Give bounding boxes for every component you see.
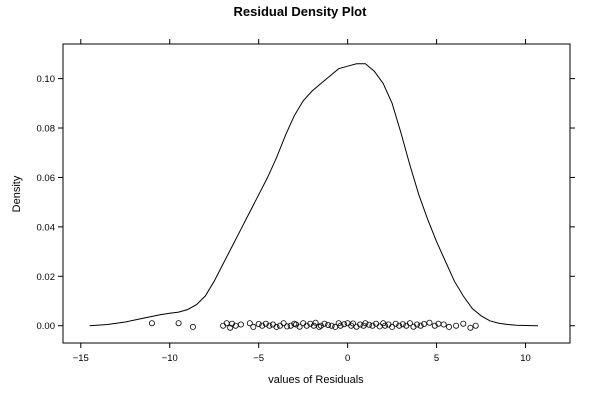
residual-point bbox=[362, 320, 369, 327]
residual-point bbox=[376, 323, 383, 330]
residual-point bbox=[228, 320, 235, 327]
residual-point bbox=[325, 321, 332, 328]
residual-point bbox=[300, 320, 307, 327]
residual-point bbox=[259, 322, 266, 329]
residual-point bbox=[276, 322, 283, 329]
residual-points bbox=[148, 319, 479, 331]
residual-point bbox=[392, 320, 399, 327]
residual-point bbox=[250, 323, 257, 330]
residual-point bbox=[321, 320, 328, 327]
residual-point bbox=[175, 320, 182, 327]
residual-point bbox=[399, 321, 406, 328]
y-tick-label: 0.00 bbox=[37, 321, 56, 332]
residual-point bbox=[381, 322, 388, 329]
y-axis: 0.00 0.02 0.04 0.06 0.08 0.10 bbox=[37, 74, 575, 332]
residual-point bbox=[365, 321, 372, 328]
y-axis-label: Density bbox=[11, 175, 23, 212]
y-tick-label: 0.08 bbox=[37, 124, 56, 135]
residual-point bbox=[460, 320, 467, 327]
residual-point bbox=[344, 320, 351, 327]
x-tick-label: 10 bbox=[520, 353, 531, 364]
residual-point bbox=[189, 323, 196, 330]
x-tick-label: −10 bbox=[162, 353, 178, 364]
residual-point bbox=[417, 322, 424, 329]
residual-point bbox=[421, 320, 428, 327]
residual-point bbox=[406, 320, 413, 327]
residual-point bbox=[337, 322, 344, 329]
y-tick-label: 0.10 bbox=[37, 74, 56, 85]
density-curve bbox=[89, 63, 539, 327]
residual-point bbox=[389, 323, 396, 330]
x-axis-label: values of Residuals bbox=[268, 374, 364, 386]
residual-point bbox=[317, 322, 324, 329]
residual-point bbox=[220, 322, 227, 329]
residual-point bbox=[431, 322, 438, 329]
residual-point bbox=[246, 320, 253, 327]
residual-point bbox=[312, 319, 319, 326]
residual-point bbox=[273, 323, 280, 330]
residual-point bbox=[280, 320, 287, 327]
residual-point bbox=[316, 323, 323, 330]
residual-point bbox=[303, 322, 310, 329]
residual-point bbox=[328, 322, 335, 329]
residual-point bbox=[148, 320, 155, 327]
x-tick-label: −15 bbox=[73, 353, 89, 364]
plot-frame bbox=[62, 43, 571, 344]
x-tick-label: 0 bbox=[345, 353, 350, 364]
chart-title: Residual Density Plot bbox=[234, 4, 368, 19]
residual-point bbox=[262, 320, 269, 327]
y-tick-label: 0.02 bbox=[37, 272, 56, 283]
residual-point bbox=[440, 321, 447, 328]
x-tick-label: 5 bbox=[434, 353, 439, 364]
residual-point bbox=[467, 324, 474, 331]
residual-point bbox=[284, 323, 291, 330]
residual-point bbox=[255, 320, 262, 327]
residual-point bbox=[369, 322, 376, 329]
residual-point bbox=[426, 319, 433, 326]
x-axis: −15 −10 −5 0 5 10 bbox=[73, 39, 531, 364]
residual-point bbox=[413, 321, 420, 328]
residual-point bbox=[453, 322, 460, 329]
residual-point bbox=[472, 322, 479, 329]
residual-point bbox=[223, 320, 230, 327]
x-tick-label: −5 bbox=[253, 353, 264, 364]
residual-point bbox=[396, 322, 403, 329]
residual-point bbox=[266, 322, 273, 329]
residual-point bbox=[296, 323, 303, 330]
residual-point bbox=[227, 324, 234, 331]
residual-point bbox=[445, 323, 452, 330]
residual-point bbox=[310, 322, 317, 329]
residual-point bbox=[237, 321, 244, 328]
y-tick-label: 0.06 bbox=[37, 173, 56, 184]
y-tick-label: 0.04 bbox=[37, 222, 56, 233]
residual-point bbox=[341, 321, 348, 328]
residual-point bbox=[349, 320, 356, 327]
